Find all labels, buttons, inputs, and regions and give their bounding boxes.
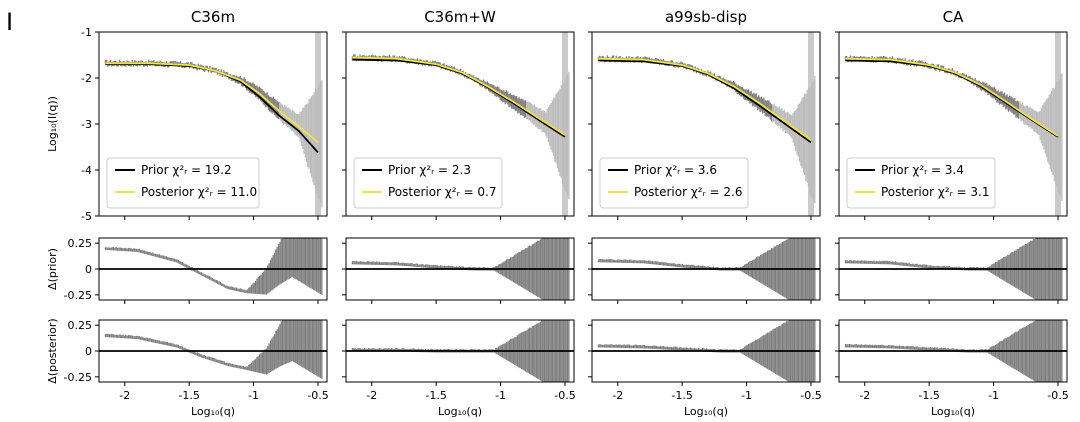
legend-prior-label: Prior χ²ᵣ = 3.4 (881, 163, 964, 177)
panel-3: CA Prior χ²ᵣ = 3.4 Posterior χ²ᵣ = 3.1 -2 -1… (835, 8, 1069, 418)
ytick-label: -5 (81, 210, 92, 223)
ytick-label: -0.25 (64, 371, 92, 384)
xtick-label: -2 (119, 389, 130, 402)
xtick-label: -1 (495, 389, 506, 402)
xtick-label: -0.5 (307, 389, 328, 402)
xtick-label: -1.5 (918, 389, 939, 402)
ytick-label: -0.25 (64, 289, 92, 302)
panel-0: C36m -1 -2 -3 -4 -5 Prior χ²ᵣ = 19.2 Posterior … (64, 8, 329, 418)
panel-title: a99sb-disp (665, 8, 747, 26)
legend-posterior-label: Posterior χ²ᵣ = 0.7 (388, 185, 496, 199)
xaxis-label: Log₁₀(q) (191, 405, 235, 418)
posterior-line (352, 56, 566, 136)
xtick-label: -0.5 (1047, 389, 1068, 402)
prior-line (598, 59, 812, 144)
legend-posterior-label: Posterior χ²ᵣ = 3.1 (881, 185, 989, 199)
panel-title: C36m (191, 8, 235, 26)
legend-prior-label: Prior χ²ᵣ = 2.3 (388, 163, 471, 177)
xtick-label: -1.5 (425, 389, 446, 402)
ytick-label: -4 (81, 164, 92, 177)
figure-letter: I (6, 8, 13, 36)
xtick-label: -2 (612, 389, 623, 402)
legend-box (599, 157, 749, 209)
xaxis-label: Log₁₀(q) (931, 405, 975, 418)
ytick-label: -1 (81, 26, 92, 39)
panel-1: C36m+W Prior χ²ᵣ = 2.3 Posterior χ²ᵣ = 0.7… (342, 8, 576, 418)
ytick-label: 0.25 (68, 237, 93, 250)
xtick-label: -1.5 (671, 389, 692, 402)
ytick-label: 0.25 (68, 319, 93, 332)
xaxis-label: Log₁₀(q) (684, 405, 728, 418)
xtick-label: -1.5 (178, 389, 199, 402)
main-yaxis-label: Log₁₀(I(q)) (46, 96, 59, 152)
xtick-label: -1 (741, 389, 752, 402)
xtick-label: -2 (366, 389, 377, 402)
panel-title: C36m+W (424, 8, 496, 26)
xtick-label: -1 (248, 389, 259, 402)
legend-prior-label: Prior χ²ᵣ = 19.2 (141, 163, 232, 177)
legend-posterior-label: Posterior χ²ᵣ = 2.6 (634, 185, 742, 199)
xaxis-label: Log₁₀(q) (438, 405, 482, 418)
legend-posterior-label: Posterior χ²ᵣ = 11.0 (141, 185, 257, 199)
resid-posterior-yaxis-label: Δ(posterior) (46, 318, 59, 383)
posterior-line (105, 62, 319, 144)
posterior-line (845, 57, 1059, 137)
posterior-line (598, 57, 812, 141)
xtick-label: -1 (988, 389, 999, 402)
xtick-label: -2 (859, 389, 870, 402)
legend-prior-label: Prior χ²ᵣ = 3.6 (634, 163, 717, 177)
legend-box (106, 157, 260, 209)
xtick-label: -0.5 (800, 389, 821, 402)
xtick-label: -0.5 (554, 389, 575, 402)
legend-box (846, 157, 996, 209)
panel-2: a99sb-disp Prior χ²ᵣ = 3.6 Posterior χ²ᵣ =… (588, 8, 822, 418)
ytick-label: 0 (85, 263, 92, 276)
ytick-label: -2 (81, 72, 92, 85)
ytick-label: 0 (85, 345, 92, 358)
panel-title: CA (943, 8, 964, 26)
legend-box (353, 157, 503, 209)
ytick-label: -3 (81, 118, 92, 131)
resid-prior-yaxis-label: Δ(prior) (46, 248, 59, 290)
